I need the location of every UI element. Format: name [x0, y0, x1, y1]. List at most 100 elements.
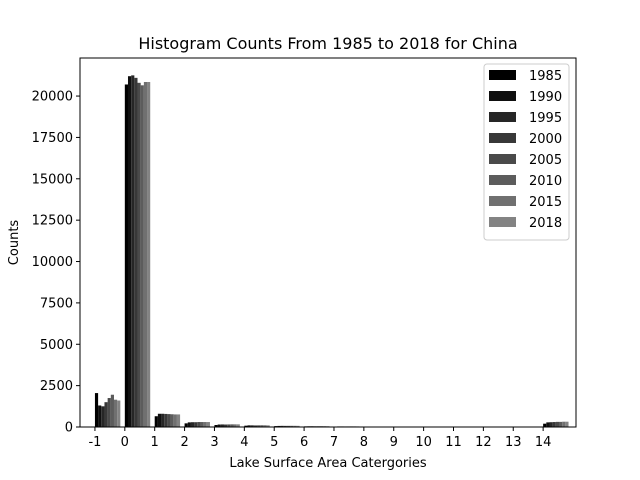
y-axis-label: Counts	[7, 220, 22, 266]
bar-2005-cat-0	[137, 82, 141, 427]
legend-label-2005: 2005	[529, 153, 562, 168]
bar-2015-cat-14	[562, 421, 566, 427]
bar-2018-cat-1	[176, 414, 181, 427]
y-tick-label: 10000	[32, 255, 73, 270]
x-tick-label: 12	[475, 435, 492, 450]
legend-label-2010: 2010	[529, 174, 562, 189]
bar-2018-cat-14	[565, 421, 569, 427]
bar-2000-cat--1	[104, 402, 108, 427]
bar-1990-cat-14	[546, 422, 550, 427]
bar-2000-cat-1	[164, 413, 168, 427]
legend-label-1990: 1990	[529, 90, 562, 105]
bar-2005-cat-3	[227, 424, 231, 427]
bar-2010-cat-14	[559, 421, 563, 427]
bar-1985-cat-1	[154, 416, 158, 427]
bar-1985-cat-2	[184, 423, 188, 427]
chart-title: Histogram Counts From 1985 to 2018 for C…	[138, 34, 517, 53]
x-tick-label: 2	[180, 435, 188, 450]
bar-2005-cat-5	[286, 425, 291, 427]
bar-1990-cat-3	[217, 424, 221, 427]
bar-2018-cat-3	[236, 424, 240, 427]
legend-swatch-2000	[489, 133, 516, 143]
y-tick-label: 15000	[32, 172, 73, 187]
bar-2015-cat-4	[263, 425, 267, 427]
bar-2018-cat-5	[296, 425, 300, 427]
bar-2005-cat--1	[107, 398, 111, 427]
bar-2015-cat--1	[113, 399, 118, 427]
bar-2000-cat-5	[283, 425, 287, 427]
y-tick-label: 2500	[40, 379, 73, 394]
x-tick-label: 6	[300, 435, 308, 450]
x-tick-label: 11	[445, 435, 462, 450]
y-tick-label: 0	[65, 421, 73, 436]
bar-1995-cat-4	[250, 425, 254, 427]
legend-label-2015: 2015	[529, 195, 562, 210]
bar-1985-cat-14	[543, 423, 547, 427]
x-tick-label: 14	[535, 435, 552, 450]
x-tick-label: 10	[415, 435, 432, 450]
bar-2010-cat-0	[140, 85, 144, 428]
legend-swatch-2015	[489, 196, 516, 206]
bar-2015-cat-2	[203, 422, 207, 427]
bar-2015-cat-3	[233, 424, 237, 427]
bar-1990-cat--1	[98, 405, 102, 427]
bar-1990-cat-1	[157, 413, 162, 427]
x-tick-label: 1	[151, 435, 159, 450]
bar-2005-cat-4	[257, 425, 261, 427]
bar-1990-cat-4	[247, 425, 251, 427]
legend-swatch-1990	[489, 91, 516, 101]
bar-1990-cat-2	[187, 422, 191, 427]
bar-2010-cat--1	[110, 394, 114, 427]
bar-2000-cat-0	[134, 77, 138, 428]
bar-1995-cat-3	[220, 424, 224, 427]
legend-label-2018: 2018	[529, 216, 562, 231]
legend-swatch-2010	[489, 175, 516, 185]
bar-1990-cat-0	[127, 76, 132, 427]
x-tick-label: 7	[330, 435, 338, 450]
bars-group	[94, 75, 569, 428]
bar-1995-cat-5	[280, 425, 284, 427]
bar-1985-cat-0	[124, 84, 128, 427]
y-tick-label: 7500	[40, 296, 73, 311]
bar-2000-cat-4	[253, 425, 258, 427]
bar-2010-cat-4	[260, 425, 264, 427]
bar-1985-cat--1	[94, 393, 99, 427]
x-tick-label: 9	[390, 435, 398, 450]
bar-2000-cat-2	[194, 422, 198, 427]
bar-2000-cat-14	[552, 422, 556, 427]
bar-2010-cat-3	[230, 424, 234, 427]
bar-2010-cat-1	[170, 414, 174, 427]
bar-2018-cat-0	[147, 81, 151, 428]
plot-frame	[79, 57, 577, 428]
x-tick-label: 3	[210, 435, 218, 450]
legend-swatch-2018	[489, 217, 516, 227]
axes-group: 02500500075001000012500150001750020000-1…	[32, 57, 577, 450]
y-tick-label: 12500	[32, 214, 73, 229]
x-tick-label: -1	[88, 435, 101, 450]
legend-label-1985: 1985	[529, 69, 562, 84]
bar-2018-cat-4	[266, 425, 270, 427]
x-tick-label: 4	[240, 435, 248, 450]
bar-1995-cat-1	[161, 413, 165, 427]
x-tick-label: 0	[121, 435, 129, 450]
bar-2015-cat-0	[143, 81, 148, 428]
bar-2010-cat-2	[200, 422, 204, 427]
bar-2000-cat-3	[223, 424, 228, 427]
bar-1985-cat-3	[214, 425, 218, 427]
bar-1985-cat-4	[244, 425, 248, 427]
legend: 1985 1990 1995 2000 2005 2010 2015 2018	[483, 63, 570, 241]
legend-swatch-1985	[489, 70, 516, 80]
bar-2005-cat-14	[555, 421, 559, 427]
bar-2010-cat-5	[290, 425, 294, 427]
y-tick-label: 17500	[32, 131, 73, 146]
bar-1995-cat-2	[190, 422, 195, 427]
x-tick-label: 13	[505, 435, 522, 450]
bar-2005-cat-2	[197, 422, 201, 427]
bar-2018-cat-2	[206, 422, 210, 427]
bar-1990-cat-5	[277, 425, 281, 427]
legend-swatch-1995	[489, 112, 516, 122]
bar-1995-cat--1	[101, 406, 105, 427]
legend-label-2000: 2000	[529, 132, 562, 147]
bar-2015-cat-1	[173, 414, 177, 427]
